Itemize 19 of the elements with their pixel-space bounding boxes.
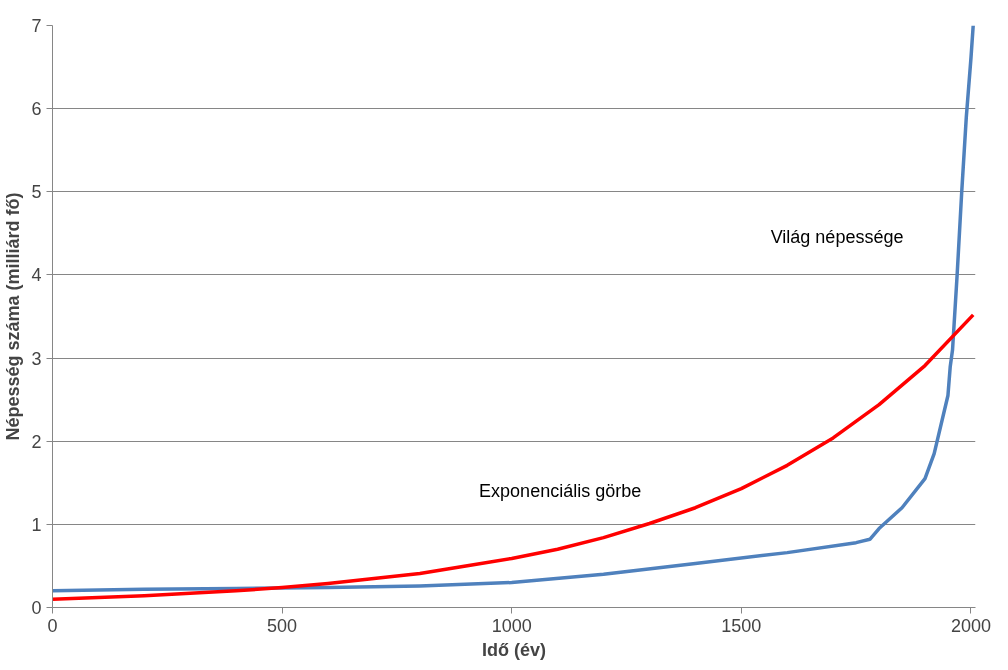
y-tick-label: 5 xyxy=(31,182,42,203)
y-tick-label: 6 xyxy=(31,99,42,120)
y-tick-label: 4 xyxy=(31,265,42,286)
x-tick-label: 0 xyxy=(47,615,58,636)
y-axis-title: Népesség száma (milliárd fő) xyxy=(3,192,24,441)
y-tick-label: 1 xyxy=(31,514,42,535)
x-tick-label: 1500 xyxy=(721,615,762,636)
y-tick-label: 2 xyxy=(31,431,42,452)
y-tick-label: 7 xyxy=(31,16,42,36)
line-series xyxy=(52,313,975,601)
x-tick-label: 2000 xyxy=(950,615,991,636)
line-series xyxy=(52,25,975,593)
y-tick-label: 0 xyxy=(31,598,42,618)
annotation: Világ népessége xyxy=(770,227,904,248)
x-tick-label: 500 xyxy=(267,615,298,636)
x-axis-title: Idő (év) xyxy=(482,639,547,660)
annotation: Exponenciális görbe xyxy=(479,481,642,502)
y-tick-label: 3 xyxy=(31,348,42,369)
x-tick-label: 1000 xyxy=(491,615,532,636)
